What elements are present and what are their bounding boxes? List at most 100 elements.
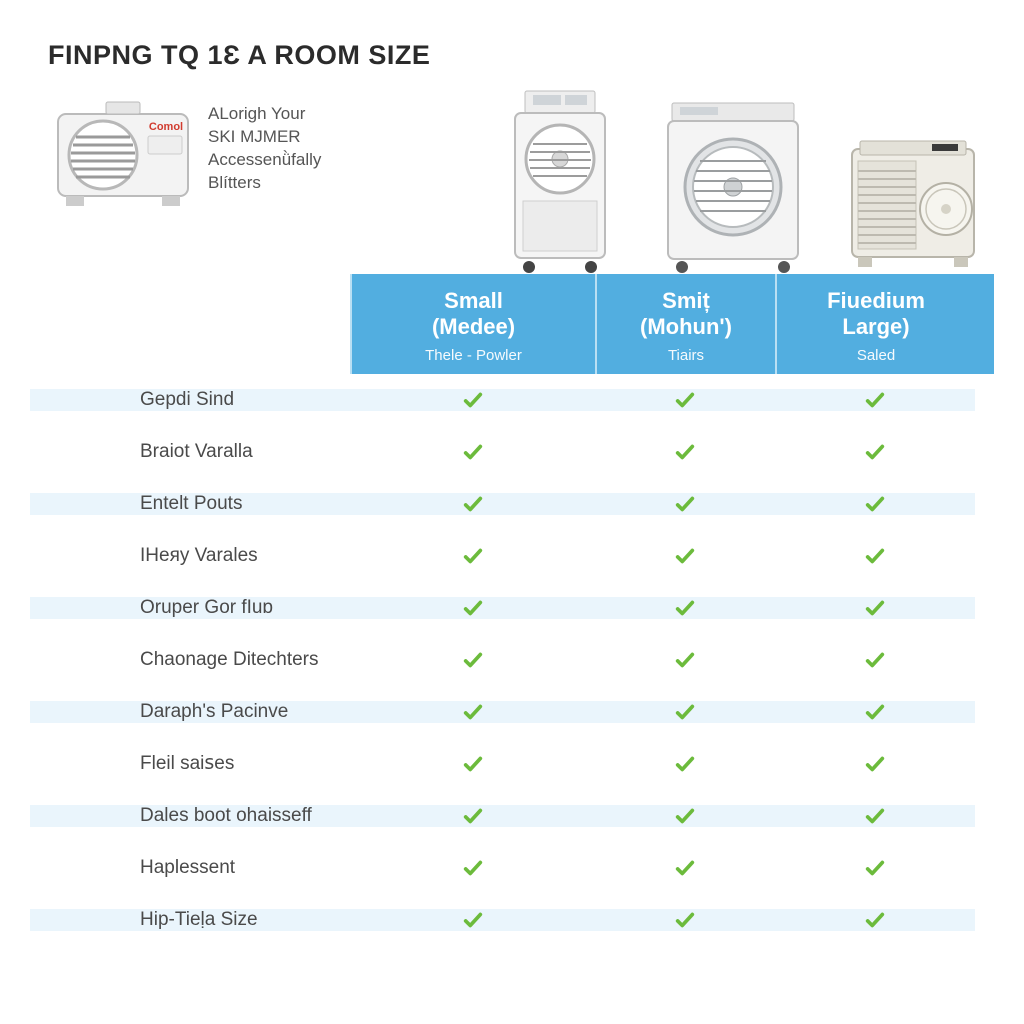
- header-row: Comol ALorigh Your SKI MJMER Accessenǜfa…: [30, 89, 994, 274]
- check-icon: [462, 441, 484, 463]
- feature-cell: [350, 805, 595, 827]
- feature-cell: [775, 649, 975, 671]
- intro-line-2: SKI MJMER: [208, 126, 368, 149]
- check-icon: [674, 649, 696, 671]
- check-icon: [864, 545, 886, 567]
- check-icon: [674, 909, 696, 931]
- feature-cell: [775, 493, 975, 515]
- check-icon: [674, 493, 696, 515]
- product-image-small: [493, 89, 628, 274]
- intro-line-3: Accessenǜfally: [208, 149, 368, 172]
- check-icon: [674, 545, 696, 567]
- feature-cell: [775, 545, 975, 567]
- check-icon: [674, 701, 696, 723]
- feature-cell: [595, 857, 775, 879]
- product-images: [408, 89, 994, 274]
- check-icon: [462, 649, 484, 671]
- feature-label: Gepdi Sind: [30, 389, 350, 411]
- table-row: IHeяy Varales: [30, 530, 994, 582]
- header-spacer: [30, 274, 350, 374]
- table-row: Braiot Varalla: [30, 426, 994, 478]
- intro-line-4: Blítters: [208, 172, 368, 195]
- intro-line-1: ALorigh Your: [208, 103, 368, 126]
- check-icon: [462, 389, 484, 411]
- check-icon: [864, 805, 886, 827]
- intro-text: ALorigh Your SKI MJMER Accessenǜfally Bl…: [208, 89, 368, 195]
- check-icon: [674, 805, 696, 827]
- feature-cell: [350, 545, 595, 567]
- check-icon: [864, 649, 886, 671]
- feature-cell: [775, 701, 975, 723]
- feature-cell: [350, 753, 595, 775]
- feature-cell: [775, 441, 975, 463]
- table-row: Fleil saiꜱes: [30, 738, 994, 790]
- check-icon: [864, 389, 886, 411]
- check-icon: [674, 597, 696, 619]
- feature-label: IHeяy Varales: [30, 545, 350, 567]
- check-icon: [864, 493, 886, 515]
- feature-cell: [350, 493, 595, 515]
- page-title: FINPNG TԚ 1Ɛ A ROOM SIZE: [48, 40, 994, 71]
- feature-label: Dales boot ohaisseff: [30, 805, 350, 827]
- feature-cell: [350, 389, 595, 411]
- table-row: Entelt Pouts: [30, 478, 994, 530]
- feature-label: Hip-Tieḷa Size: [30, 909, 350, 931]
- feature-cell: [595, 441, 775, 463]
- column-header-small: Small(Medee) Thele - Powler: [350, 274, 595, 374]
- column-header-row: Small(Medee) Thele - Powler Smiț(Mohun')…: [30, 274, 994, 374]
- feature-label: Daraph's Pacinve: [30, 701, 350, 723]
- check-icon: [864, 909, 886, 931]
- table-row: Chaonage Ditechters: [30, 634, 994, 686]
- check-icon: [864, 753, 886, 775]
- feature-label: Braiot Varalla: [30, 441, 350, 463]
- feature-cell: [350, 649, 595, 671]
- feature-cell: [775, 857, 975, 879]
- product-image-large: [838, 139, 988, 274]
- column-header-large: FiuediumLarge) Saled: [775, 274, 975, 374]
- feature-cell: [775, 597, 975, 619]
- feature-cell: [775, 389, 975, 411]
- check-icon: [864, 441, 886, 463]
- feature-cell: [350, 909, 595, 931]
- feature-cell: [595, 701, 775, 723]
- check-icon: [864, 701, 886, 723]
- feature-cell: [350, 701, 595, 723]
- hero-product-image: Comol: [48, 89, 198, 219]
- check-icon: [462, 753, 484, 775]
- feature-cell: [350, 441, 595, 463]
- check-icon: [864, 857, 886, 879]
- check-icon: [674, 857, 696, 879]
- comparison-table: Small(Medee) Thele - Powler Smiț(Mohun')…: [30, 274, 994, 946]
- feature-label: Haplessent: [30, 857, 350, 879]
- feature-cell: [595, 493, 775, 515]
- table-row: Dales boot ohaisseff: [30, 790, 994, 842]
- feature-label: Entelt Pouts: [30, 493, 350, 515]
- check-icon: [864, 597, 886, 619]
- check-icon: [462, 493, 484, 515]
- feature-cell: [595, 389, 775, 411]
- check-icon: [462, 857, 484, 879]
- check-icon: [462, 701, 484, 723]
- product-image-medium: [658, 99, 808, 274]
- feature-cell: [595, 545, 775, 567]
- table-row: Daraph's Pacinve: [30, 686, 994, 738]
- feature-cell: [350, 597, 595, 619]
- feature-cell: [595, 753, 775, 775]
- feature-cell: [595, 649, 775, 671]
- feature-cell: [350, 857, 595, 879]
- feature-label: Chaonage Ditechters: [30, 649, 350, 671]
- column-header-medium: Smiț(Mohun') Tiairs: [595, 274, 775, 374]
- feature-cell: [775, 909, 975, 931]
- check-icon: [674, 441, 696, 463]
- check-icon: [462, 909, 484, 931]
- check-icon: [462, 805, 484, 827]
- feature-label: Fleil saiꜱes: [30, 752, 350, 775]
- brand-badge: Comol: [149, 121, 183, 133]
- check-icon: [674, 753, 696, 775]
- feature-cell: [775, 753, 975, 775]
- check-icon: [674, 389, 696, 411]
- table-row: Gepdi Sind: [30, 374, 994, 426]
- feature-cell: [595, 597, 775, 619]
- feature-cell: [775, 805, 975, 827]
- feature-cell: [595, 909, 775, 931]
